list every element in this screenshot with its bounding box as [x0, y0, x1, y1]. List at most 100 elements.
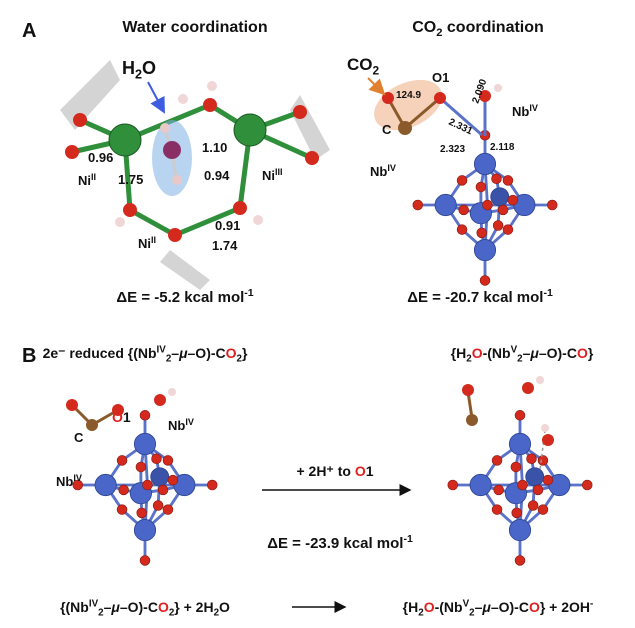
- text-part: {H: [403, 599, 419, 615]
- charge-label: 0.91: [215, 218, 240, 233]
- text-part: {H: [451, 345, 467, 361]
- text-part: IV: [185, 417, 194, 427]
- text-part: II: [91, 172, 96, 182]
- text-part: {(Nb: [60, 599, 89, 615]
- text-part: –O)-C: [491, 599, 529, 615]
- nb-label: NbIV: [168, 417, 194, 433]
- text-part: 2: [436, 27, 442, 39]
- text-part: CO: [347, 55, 373, 74]
- text-part: –O)-C: [539, 345, 577, 361]
- energy-label: ΔE = -5.2 kcal mol-1: [116, 287, 253, 306]
- text-part: O: [226, 345, 237, 361]
- text-part: ΔE = -5.2 kcal mol: [116, 289, 244, 306]
- energy-label: ΔE = -23.9 kcal mol-1: [267, 533, 413, 552]
- ni-label: NiIII: [262, 167, 283, 183]
- text-part: μ: [481, 599, 491, 615]
- text-part: μ: [110, 599, 120, 615]
- text-part: Ni: [262, 168, 275, 183]
- nb-cluster: [446, 408, 594, 567]
- text-part: O: [219, 599, 230, 615]
- text-part: ΔE = -20.7 kcal mol: [407, 289, 543, 306]
- distance-label: 2.331: [447, 117, 475, 138]
- text-part: O: [142, 58, 156, 78]
- text-part: -1: [244, 287, 253, 299]
- text-part: -1: [403, 533, 412, 545]
- text-part: 2: [466, 354, 472, 365]
- co2-adsorbate: [66, 388, 176, 431]
- distance-label: 2.118: [490, 142, 515, 153]
- text-part: H: [122, 58, 135, 78]
- text-part: O: [472, 345, 483, 361]
- text-part: –: [475, 599, 483, 615]
- text-part: O: [529, 599, 540, 615]
- text-part: ΔE = -23.9 kcal mol: [267, 535, 403, 552]
- text-part: Nb: [56, 474, 73, 489]
- text-part: Ni: [78, 173, 91, 188]
- text-part: -(Nb: [483, 345, 511, 361]
- nb-cluster: [411, 128, 559, 287]
- text-part: –: [104, 599, 112, 615]
- text-part: III: [275, 167, 283, 177]
- text-part: }: [588, 345, 594, 361]
- text-part: Nb: [370, 164, 387, 179]
- charge-label: 1.74: [212, 238, 238, 253]
- co2-adsorbate: [367, 77, 502, 137]
- text-part: -1: [543, 287, 552, 299]
- text-part: V: [511, 344, 518, 355]
- panel-title: {H2O-(NbV2–μ–O)-CO}: [451, 344, 594, 364]
- text-part: –O)-C: [120, 599, 158, 615]
- nb-label: NbIV: [512, 103, 538, 119]
- text-part: IV: [73, 473, 82, 483]
- panel-title: CO2 coordination: [412, 19, 544, 39]
- ni-label: NiII: [78, 172, 96, 188]
- nb-label: NbIV: [370, 163, 396, 179]
- text-part: 2: [166, 354, 172, 365]
- text-part: O: [112, 409, 123, 425]
- charge-label: 1.75: [118, 172, 143, 187]
- text-part: O: [158, 599, 169, 615]
- text-part: μ: [529, 345, 539, 361]
- text-part: –: [523, 345, 531, 361]
- panel-title: Water coordination: [122, 19, 267, 36]
- text-part: O: [577, 345, 588, 361]
- atom-label: C: [74, 430, 84, 445]
- text-part: II: [151, 235, 156, 245]
- co2-label: CO2: [347, 55, 380, 77]
- text-part: 1: [123, 409, 131, 425]
- text-part: O: [424, 599, 435, 615]
- text-part: CO: [412, 19, 436, 36]
- text-part: Ni: [138, 236, 151, 251]
- text-part: IV: [529, 103, 538, 113]
- nb-label: NbIV: [56, 473, 82, 489]
- arrow-label: + 2H⁺ to O1: [296, 463, 373, 479]
- text-part: 1: [366, 463, 374, 479]
- distance-label: 2.323: [440, 144, 465, 155]
- text-part: -(Nb: [435, 599, 463, 615]
- text-part: 2: [237, 354, 243, 365]
- atom-label: O1: [432, 70, 449, 85]
- text-part: –: [171, 345, 179, 361]
- panel-label: A: [22, 20, 36, 42]
- text-part: coordination: [442, 19, 543, 36]
- energy-label: ΔE = -20.7 kcal mol-1: [407, 287, 553, 306]
- equation: {H2O-(NbV2–μ–O)-CO} + 2OH-: [403, 598, 594, 618]
- text-part: Nb: [168, 418, 185, 433]
- text-part: –O)-C: [188, 345, 226, 361]
- text-part: -: [590, 598, 593, 609]
- text-part: + 2H⁺ to: [296, 463, 354, 479]
- water-structure: [60, 60, 330, 290]
- equation: {(NbIV2–μ–O)-CO2} + 2H2O: [60, 598, 230, 618]
- text-part: 2: [135, 68, 142, 82]
- text-part: }: [242, 345, 248, 361]
- labels: A Water coordinationH2O0.961.751.100.940.…: [22, 19, 594, 619]
- charge-label: 0.96: [88, 150, 113, 165]
- text-part: 2e⁻ reduced {(Nb: [43, 345, 157, 361]
- ni-label: NiII: [138, 235, 156, 251]
- text-part: 2: [469, 608, 475, 619]
- text-part: O: [355, 463, 366, 479]
- text-part: Nb: [512, 104, 529, 119]
- text-part: 2: [214, 608, 220, 619]
- nb-cluster: [71, 408, 219, 567]
- text-part: } + 2OH: [540, 599, 590, 615]
- text-part: μ: [178, 345, 188, 361]
